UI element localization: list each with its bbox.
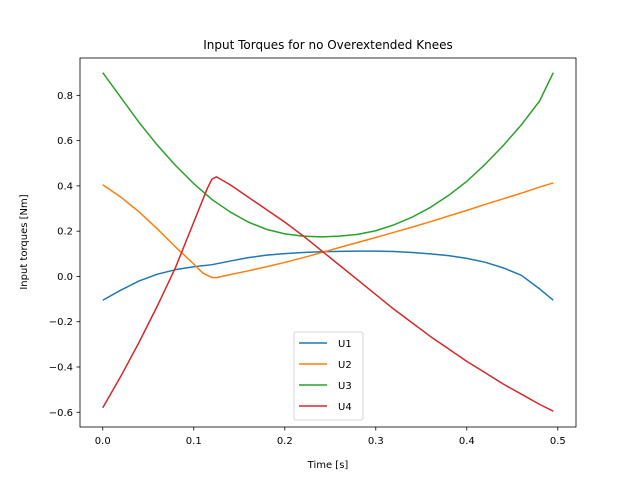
legend-label-u3: U3 xyxy=(338,381,352,392)
y-axis: −0.6 −0.4 −0.2 0.0 0.2 0.4 0.6 0.8 xyxy=(49,91,80,419)
plot-lines xyxy=(102,72,554,412)
x-tick-label: 0.3 xyxy=(368,436,384,447)
series-line-u2 xyxy=(102,182,554,279)
series-line-u1 xyxy=(102,250,554,301)
y-tick-label: 0.4 xyxy=(57,181,73,192)
legend: U1 U2 U3 U4 xyxy=(293,331,364,421)
legend-label-u4: U4 xyxy=(338,402,352,413)
series-line-u4 xyxy=(102,176,554,412)
y-tick-label: 0.6 xyxy=(57,136,73,147)
y-tick-label: −0.6 xyxy=(49,408,73,419)
series-line-u3 xyxy=(102,72,554,238)
x-axis-title: Time [s] xyxy=(307,460,349,471)
x-axis: 0.0 0.1 0.2 0.3 0.4 0.5 xyxy=(95,427,566,447)
y-tick-label: 0.8 xyxy=(57,91,73,102)
chart-title: Input Torques for no Overextended Knees xyxy=(203,38,452,52)
y-tick-label: −0.4 xyxy=(49,363,73,374)
y-tick-label: 0.0 xyxy=(57,272,73,283)
x-tick-label: 0.0 xyxy=(95,436,111,447)
legend-label-u2: U2 xyxy=(338,360,352,371)
x-tick-label: 0.1 xyxy=(186,436,202,447)
x-tick-label: 0.2 xyxy=(277,436,293,447)
legend-label-u1: U1 xyxy=(338,339,352,350)
legend-box xyxy=(293,331,364,421)
y-tick-label: 0.2 xyxy=(57,227,73,238)
plot-frame xyxy=(79,57,577,428)
x-tick-label: 0.5 xyxy=(550,436,566,447)
x-tick-label: 0.4 xyxy=(459,436,475,447)
y-tick-label: −0.2 xyxy=(49,317,73,328)
y-axis-title: Input torques [Nm] xyxy=(19,194,30,289)
